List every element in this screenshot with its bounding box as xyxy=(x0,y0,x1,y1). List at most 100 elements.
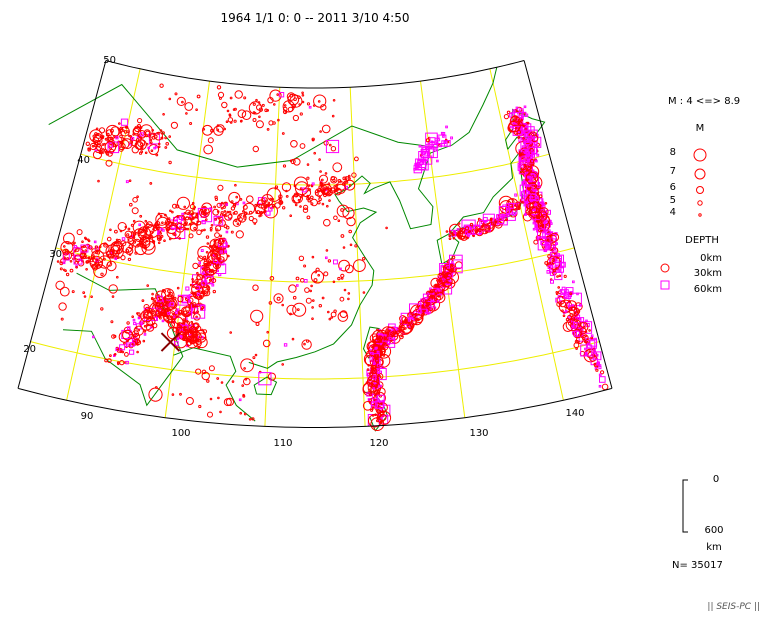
event-shallow xyxy=(195,108,198,111)
event-shallow xyxy=(370,408,374,412)
event-deep xyxy=(127,326,131,330)
event-shallow xyxy=(218,256,225,263)
event-shallow xyxy=(310,284,313,288)
event-deep xyxy=(451,261,454,264)
event-shallow xyxy=(105,132,110,137)
event-deep xyxy=(512,125,523,136)
event-shallow xyxy=(124,352,129,357)
graticule xyxy=(30,341,600,380)
event-shallow xyxy=(443,263,454,275)
scale-bar: 0 600 km xyxy=(682,474,724,553)
event-deep xyxy=(535,143,538,147)
event-shallow xyxy=(600,370,605,375)
event-shallow xyxy=(556,301,562,308)
event-shallow xyxy=(151,292,154,296)
event-shallow xyxy=(266,109,270,112)
event-shallow xyxy=(195,212,199,216)
event-shallow xyxy=(113,353,117,356)
event-deep xyxy=(143,333,147,336)
event-shallow xyxy=(144,151,148,155)
event-shallow xyxy=(220,207,224,210)
event-deep xyxy=(200,266,204,270)
event-shallow xyxy=(150,141,153,144)
event-shallow xyxy=(198,282,202,285)
legend-depth: 0km xyxy=(700,253,722,264)
event-shallow xyxy=(220,381,224,384)
event-shallow xyxy=(338,259,351,272)
event-shallow xyxy=(228,191,241,205)
event-shallow xyxy=(579,327,587,335)
event-shallow xyxy=(189,301,193,305)
event-shallow xyxy=(313,151,317,155)
event-deep xyxy=(132,318,136,322)
event-shallow xyxy=(351,172,357,178)
event-deep xyxy=(568,292,582,307)
event-shallow xyxy=(573,342,580,349)
event-deep xyxy=(508,202,515,209)
event-shallow xyxy=(400,325,403,329)
event-shallow xyxy=(117,255,120,259)
event-shallow xyxy=(262,339,271,348)
event-shallow xyxy=(239,198,243,201)
event-shallow xyxy=(285,195,289,198)
event-shallow xyxy=(193,339,197,343)
event-shallow xyxy=(103,142,106,146)
coastline xyxy=(248,67,498,369)
event-shallow xyxy=(515,126,518,130)
event-shallow xyxy=(87,257,91,260)
event-shallow xyxy=(149,235,153,238)
event-deep xyxy=(161,319,165,323)
event-shallow xyxy=(353,259,366,273)
event-shallow xyxy=(146,222,149,226)
event-shallow xyxy=(215,228,219,232)
event-shallow xyxy=(205,266,209,270)
event-shallow xyxy=(465,226,470,231)
event-shallow xyxy=(290,158,296,165)
event-shallow xyxy=(234,219,238,223)
event-shallow xyxy=(293,158,301,166)
event-deep xyxy=(522,179,526,182)
event-shallow xyxy=(372,356,384,368)
event-shallow xyxy=(176,196,190,210)
event-shallow xyxy=(374,385,378,389)
event-shallow xyxy=(185,112,188,115)
event-deep xyxy=(546,270,551,274)
event-shallow xyxy=(121,241,133,254)
event-shallow xyxy=(172,313,175,316)
event-shallow xyxy=(229,331,232,334)
event-shallow xyxy=(138,228,147,237)
event-deep xyxy=(167,311,171,315)
event-shallow xyxy=(464,235,467,239)
event-shallow xyxy=(517,136,521,139)
event-shallow xyxy=(87,147,91,151)
event-shallow xyxy=(330,316,334,319)
event-shallow xyxy=(168,135,171,138)
event-shallow xyxy=(93,137,100,144)
legend-range: M : 4 <=> 8.9 xyxy=(668,96,740,107)
event-shallow xyxy=(257,101,261,104)
event-shallow xyxy=(192,217,195,220)
event-shallow xyxy=(248,210,253,215)
event-deep xyxy=(224,250,228,254)
event-shallow xyxy=(156,236,162,242)
legend-depth: 60km xyxy=(694,284,722,295)
event-shallow xyxy=(271,204,275,208)
event-shallow xyxy=(143,330,147,333)
event-shallow xyxy=(176,286,180,290)
event-shallow xyxy=(197,282,210,295)
event-shallow xyxy=(139,214,143,218)
event-shallow xyxy=(477,228,480,232)
event-shallow xyxy=(208,365,215,372)
event-shallow xyxy=(339,296,345,302)
event-shallow xyxy=(437,273,444,279)
event-shallow xyxy=(154,131,164,141)
event-shallow xyxy=(206,379,210,383)
event-shallow xyxy=(198,295,203,299)
event-shallow xyxy=(319,130,322,133)
event-shallow xyxy=(324,172,328,175)
event-shallow xyxy=(169,209,172,213)
event-shallow xyxy=(195,368,202,375)
event-deep xyxy=(377,394,385,403)
legend-symbol xyxy=(660,280,670,290)
event-shallow xyxy=(186,227,190,231)
